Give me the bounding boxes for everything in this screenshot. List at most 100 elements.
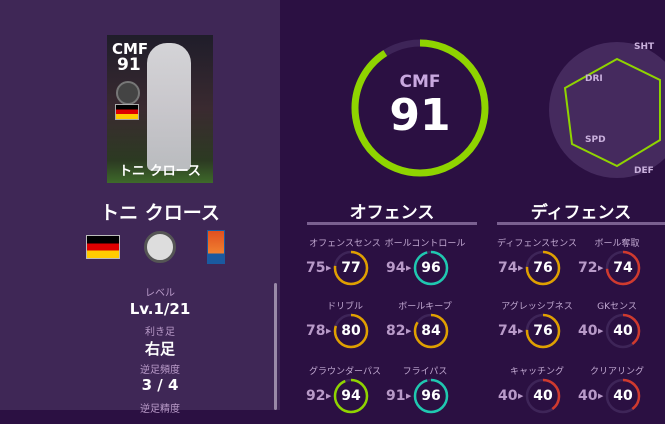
stat-ring — [413, 250, 449, 286]
nationality-flag-icon — [86, 235, 120, 259]
stat-ring-arc — [525, 378, 561, 414]
arrow-right-icon: ▶ — [326, 327, 332, 335]
stat-label: オフェンスセンス — [309, 239, 381, 249]
stat-label: ボールコントロール — [384, 239, 466, 249]
offense-heading: オフェンス — [349, 203, 435, 223]
arrow-right-icon: ▶ — [406, 392, 412, 400]
stat-new-value: 76 — [533, 260, 553, 276]
stat-old-value: 82 — [386, 323, 406, 339]
radar-label-def: DEF — [634, 166, 654, 176]
overall-ring-arc — [351, 39, 489, 177]
stat-item: フライパス 91 ▶ 96 — [380, 364, 470, 424]
stat-label: GKセンス — [597, 302, 637, 312]
overall-rating: 91 — [389, 90, 451, 141]
stat-old-value: 74 — [498, 323, 518, 339]
stat-item: グラウンダーパス 92 ▶ 94 — [300, 364, 390, 424]
weak-foot-usage-value: 3 / 4 — [141, 376, 179, 394]
arrow-right-icon: ▶ — [598, 264, 604, 272]
stat-item: ドリブル 78 ▶ 80 — [300, 299, 390, 359]
stat-old-value: 40 — [578, 388, 598, 404]
club-logo-icon — [144, 231, 176, 263]
stat-label: アグレッシブネス — [501, 302, 573, 312]
stat-ring-arc — [525, 313, 561, 349]
stat-old-value: 75 — [306, 260, 326, 276]
player-card[interactable]: CMF 91 トニ クロース — [107, 35, 213, 183]
stat-old-value: 40 — [578, 323, 598, 339]
stat-old-value: 91 — [386, 388, 406, 404]
arrow-right-icon: ▶ — [326, 392, 332, 400]
stat-ring-arc — [413, 250, 449, 286]
stat-old-value: 78 — [306, 323, 326, 339]
arrow-right-icon: ▶ — [518, 264, 524, 272]
player-name: トニ クロース — [100, 202, 220, 224]
stat-label: キャッチング — [509, 367, 564, 377]
foot-label: 利き足 — [145, 327, 175, 338]
arrow-right-icon: ▶ — [406, 327, 412, 335]
stat-item: GKセンス 40 ▶ 40 — [572, 299, 662, 359]
radar-chart — [549, 42, 665, 178]
stat-ring-arc — [605, 250, 641, 286]
arrow-right-icon: ▶ — [518, 392, 524, 400]
stat-new-value: 94 — [341, 388, 361, 404]
stat-ring — [525, 250, 561, 286]
stat-label: ボール奪取 — [594, 239, 640, 249]
stat-label: ドリブル — [326, 302, 363, 312]
stat-item: ボールコントロール 94 ▶ 96 — [380, 236, 470, 296]
stat-new-value: 77 — [341, 260, 361, 276]
stat-ring — [605, 313, 641, 349]
stat-ring-arc — [605, 313, 641, 349]
card-type-badge-icon — [116, 81, 140, 105]
stat-item: ボールキープ 82 ▶ 84 — [380, 299, 470, 359]
arrow-right-icon: ▶ — [598, 327, 604, 335]
stat-ring-arc — [413, 313, 449, 349]
stat-ring — [333, 250, 369, 286]
stat-ring — [413, 313, 449, 349]
arrow-right-icon: ▶ — [598, 392, 604, 400]
league-logo-icon — [207, 230, 225, 264]
radar-label-spd: SPD — [585, 135, 606, 145]
radar-label-dri: DRI — [585, 74, 603, 84]
stat-new-value: 74 — [613, 260, 633, 276]
stat-new-value: 76 — [533, 323, 553, 339]
player-photo — [147, 43, 191, 171]
stat-old-value: 94 — [386, 260, 406, 276]
stat-item: クリアリング 40 ▶ 40 — [572, 364, 662, 424]
stat-old-value: 40 — [498, 388, 518, 404]
stat-item: ディフェンスセンス 74 ▶ 76 — [492, 236, 582, 296]
stat-label: クリアリング — [589, 367, 644, 377]
arrow-right-icon: ▶ — [406, 264, 412, 272]
stat-ring-arc — [605, 378, 641, 414]
stat-label: ボールキープ — [398, 302, 452, 312]
stat-new-value: 96 — [421, 388, 441, 404]
stat-label: グラウンダーパス — [309, 367, 381, 377]
player-panel: CMF 91 トニ クロース トニ クロース レベル Lv.1/21 利き足 右… — [0, 0, 280, 415]
stat-new-value: 40 — [613, 388, 633, 404]
stat-item: アグレッシブネス 74 ▶ 76 — [492, 299, 582, 359]
stat-old-value: 92 — [306, 388, 326, 404]
stat-item: ボール奪取 72 ▶ 74 — [572, 236, 662, 296]
stat-ring — [525, 313, 561, 349]
defense-divider — [497, 222, 665, 225]
stat-item: キャッチング 40 ▶ 40 — [492, 364, 582, 424]
stat-ring-arc — [333, 250, 369, 286]
stat-item: オフェンスセンス 75 ▶ 77 — [300, 236, 390, 296]
defense-heading: ディフェンス — [530, 203, 632, 223]
stat-label: ディフェンスセンス — [496, 239, 577, 249]
stat-new-value: 80 — [341, 323, 361, 339]
offense-divider — [307, 222, 477, 225]
stat-ring — [333, 313, 369, 349]
stat-new-value: 84 — [421, 323, 441, 339]
level-label: レベル — [145, 288, 175, 299]
stat-new-value: 96 — [421, 260, 441, 276]
stat-new-value: 40 — [613, 323, 633, 339]
weak-foot-usage-label: 逆足頻度 — [140, 365, 180, 376]
stat-old-value: 74 — [498, 260, 518, 276]
stat-new-value: 40 — [533, 388, 553, 404]
card-name: トニ クロース — [119, 164, 201, 179]
scrollbar[interactable] — [274, 283, 277, 410]
stat-old-value: 72 — [578, 260, 598, 276]
stat-label: フライパス — [402, 367, 448, 377]
stat-ring-arc — [525, 250, 561, 286]
radar-label-sht: SHT — [634, 42, 655, 52]
radar-shape — [563, 57, 661, 168]
